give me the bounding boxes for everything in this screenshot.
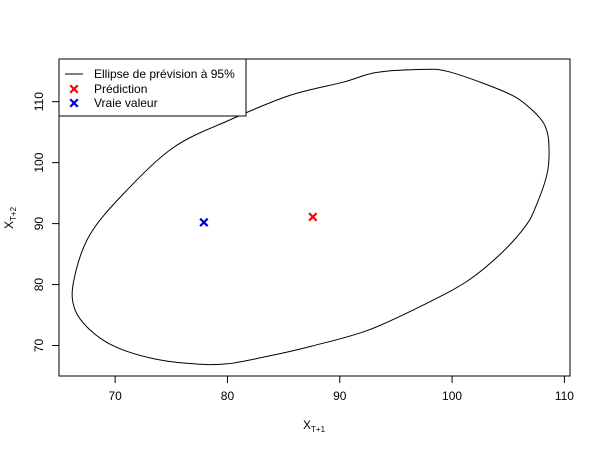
legend-prediction-label: Prédiction bbox=[94, 82, 147, 96]
x-axis-title: XT+1 bbox=[303, 418, 326, 434]
y-axis-title: XT+2 bbox=[2, 206, 18, 229]
legend-true-value-label: Vraie valeur bbox=[94, 96, 158, 110]
true-value-point bbox=[199, 217, 209, 227]
x-axis: 70 80 90 100 110 bbox=[108, 375, 574, 403]
x-tick-label: 100 bbox=[442, 389, 462, 403]
legend: Ellipse de prévision à 95% Prédiction Vr… bbox=[58, 58, 247, 117]
y-axis: 70 80 90 100 110 bbox=[32, 92, 60, 353]
y-tick-label: 80 bbox=[32, 278, 46, 292]
x-tick-label: 90 bbox=[333, 389, 347, 403]
legend-ellipse-label: Ellipse de prévision à 95% bbox=[94, 67, 235, 81]
legend-prediction-x bbox=[69, 84, 79, 94]
y-axis-title-sub: T+2 bbox=[9, 206, 18, 221]
y-tick-label: 90 bbox=[32, 217, 46, 231]
points-layer bbox=[199, 212, 318, 227]
y-axis-title-main: X bbox=[2, 221, 16, 229]
x-tick-label: 70 bbox=[108, 389, 122, 403]
x-axis-title-main: X bbox=[303, 418, 311, 432]
x-tick-label: 80 bbox=[221, 389, 235, 403]
y-tick-label: 110 bbox=[32, 92, 46, 111]
prediction-point bbox=[308, 212, 318, 222]
legend-true-value-x bbox=[69, 98, 79, 108]
y-tick-label: 70 bbox=[32, 339, 46, 353]
prediction-ellipse bbox=[71, 68, 550, 366]
legend-true-value-marker bbox=[69, 98, 79, 108]
y-tick-label: 100 bbox=[32, 152, 46, 172]
x-axis-title-sub: T+1 bbox=[311, 425, 326, 434]
legend-prediction-marker bbox=[69, 84, 79, 94]
x-tick-label: 110 bbox=[555, 389, 574, 403]
legend-box bbox=[58, 58, 247, 117]
